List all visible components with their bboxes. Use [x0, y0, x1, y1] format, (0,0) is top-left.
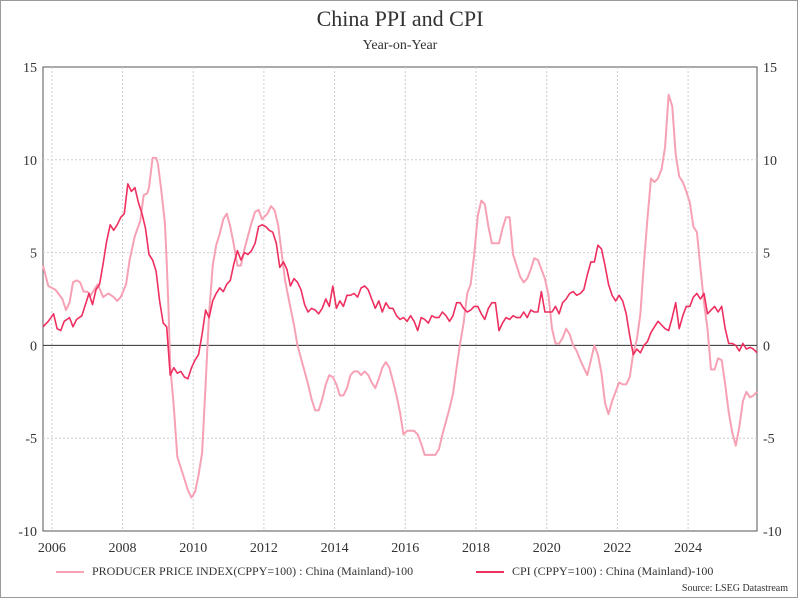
x-tick-label: 2006 — [38, 541, 66, 556]
legend-item-cpi: CPI (CPPY=100) : China (Mainland)-100 — [476, 564, 713, 579]
grid-lines — [42, 66, 758, 532]
y-tick-label-right: 0 — [763, 339, 770, 354]
y-tick-label-left: 5 — [30, 247, 37, 262]
x-tick-label: 2016 — [391, 541, 419, 556]
series-lines — [42, 93, 758, 499]
x-tick-label: 2014 — [321, 541, 349, 556]
x-tick-label: 2010 — [179, 541, 207, 556]
legend: PRODUCER PRICE INDEX(CPPY=100) : China (… — [0, 564, 800, 584]
legend-swatch-ppi — [56, 570, 84, 573]
y-tick-label-right: 15 — [763, 61, 777, 76]
y-tick-label-left: 15 — [23, 61, 37, 76]
y-tick-label-left: 10 — [23, 154, 37, 169]
y-tick-label-right: 10 — [763, 154, 777, 169]
y-tick-label-left: 0 — [30, 339, 37, 354]
x-tick-label: 2008 — [109, 541, 137, 556]
x-tick-label: 2020 — [533, 541, 561, 556]
y-tick-label-right: -10 — [763, 525, 782, 540]
plot-border — [42, 66, 758, 532]
legend-swatch-cpi — [476, 570, 504, 573]
chart-subtitle: Year-on-Year — [362, 38, 438, 53]
chart-title: China PPI and CPI — [316, 6, 484, 31]
x-tick-label: 2012 — [250, 541, 278, 556]
legend-item-ppi: PRODUCER PRICE INDEX(CPPY=100) : China (… — [56, 564, 413, 579]
y-tick-label-left: -10 — [18, 525, 37, 540]
cpi-series-line — [42, 183, 758, 380]
legend-label-ppi: PRODUCER PRICE INDEX(CPPY=100) : China (… — [92, 564, 414, 578]
ppi-series-line — [42, 93, 758, 499]
legend-label-cpi: CPI (CPPY=100) : China (Mainland)-100 — [512, 564, 714, 578]
x-tick-label: 2022 — [603, 541, 631, 556]
x-tick-label: 2024 — [674, 541, 702, 556]
source-note: Source: LSEG Datastream — [681, 583, 788, 594]
y-tick-label-right: 5 — [763, 247, 770, 262]
x-tick-label: 2018 — [462, 541, 490, 556]
y-tick-label-right: -5 — [763, 432, 775, 447]
y-tick-label-left: -5 — [25, 432, 37, 447]
